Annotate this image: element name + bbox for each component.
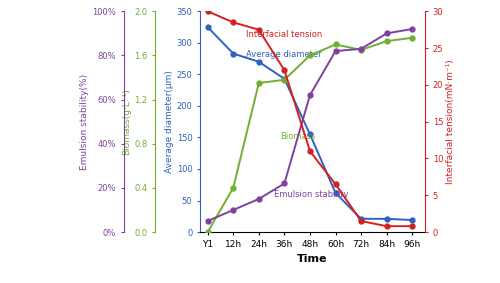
- Y-axis label: Average diameter(μm): Average diameter(μm): [164, 70, 173, 173]
- X-axis label: Time: Time: [297, 254, 328, 264]
- Text: Interfacial tension: Interfacial tension: [246, 29, 322, 38]
- Text: Average diameter: Average diameter: [246, 50, 322, 59]
- Y-axis label: Interfacial tension(mN·m⁻¹): Interfacial tension(mN·m⁻¹): [446, 59, 455, 184]
- Text: Emulsion stability: Emulsion stability: [274, 190, 348, 199]
- Text: Biomass: Biomass: [280, 132, 316, 141]
- Y-axis label: Biomass(g·L⁻¹): Biomass(g·L⁻¹): [122, 88, 132, 155]
- Y-axis label: Emulsion stability(%): Emulsion stability(%): [80, 74, 90, 170]
